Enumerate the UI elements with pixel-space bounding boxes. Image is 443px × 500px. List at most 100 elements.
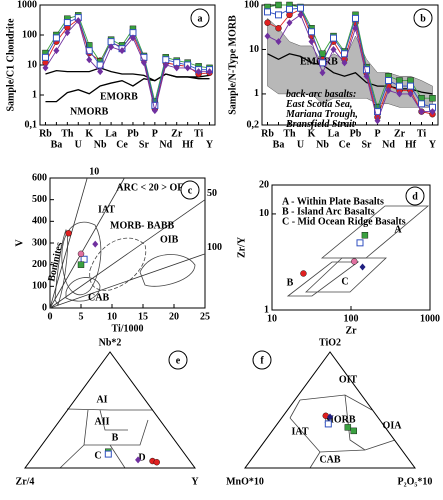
marker <box>275 11 282 19</box>
field-label: B <box>112 432 119 443</box>
y-tick-label: 100 <box>32 281 47 292</box>
y-tick-label: 0,1 <box>25 119 38 130</box>
marker <box>41 53 49 61</box>
field-line <box>109 444 126 469</box>
x-tick-label: Ba <box>273 139 285 150</box>
y-axis-title: Sample/C1 Chondrite <box>5 18 16 112</box>
series-line <box>45 19 210 111</box>
panel-label: c <box>188 185 193 196</box>
marker <box>65 230 72 237</box>
marker <box>42 64 49 72</box>
y-tick-label: 10 <box>259 208 269 219</box>
x-tick-label: Hf <box>182 139 194 150</box>
x-tick-label: Y <box>429 139 437 150</box>
marker <box>264 8 271 16</box>
apex-label: Y <box>191 476 199 487</box>
marker <box>64 29 71 37</box>
reference-line <box>45 73 210 103</box>
x-tick-label: Zr <box>394 128 406 139</box>
x-tick-label: Ce <box>116 139 128 150</box>
legend-text: C - Mid Ocean Ridge Basalts <box>282 216 406 227</box>
x-tick-label: P <box>152 128 158 139</box>
x-tick-label: Pb <box>127 128 139 139</box>
marker <box>52 34 60 42</box>
marker <box>129 34 136 42</box>
field-label: D <box>138 452 145 463</box>
marker <box>363 72 370 80</box>
marker <box>396 90 403 98</box>
legend-text: A - Within Plate Basalts <box>282 196 384 207</box>
panel-badge <box>413 8 433 28</box>
y-tick-label: 400 <box>32 216 47 227</box>
note: back-arc basalts: East Scotia Sea, Mariana… <box>285 89 358 130</box>
x-tick-label: Nb <box>94 139 107 150</box>
ratio-line <box>49 177 88 309</box>
x-tick-label: Nd <box>382 139 395 150</box>
field-outline <box>139 254 196 287</box>
y-tick-label: 1 <box>254 88 259 99</box>
field-line <box>289 399 301 419</box>
marker <box>275 38 282 46</box>
ratio-label: 100 <box>207 242 222 253</box>
field-label: C <box>94 450 101 461</box>
marker <box>327 413 333 421</box>
note-line: Mariana Trough, <box>285 109 358 120</box>
field-line <box>99 409 128 431</box>
marker <box>173 64 180 72</box>
fields-c <box>54 221 196 306</box>
x-tick-label: Rb <box>261 128 274 139</box>
field-line <box>289 417 396 453</box>
marker <box>119 47 126 55</box>
panel-badge <box>190 8 210 28</box>
marker <box>184 64 191 72</box>
field-outline <box>61 221 102 296</box>
y-tick-label: 600 <box>32 172 47 183</box>
x-tick-label: 20 <box>169 311 179 322</box>
marker <box>308 38 315 46</box>
marker <box>153 459 160 466</box>
marker <box>104 450 112 458</box>
ratio-label: 10 <box>89 166 99 177</box>
ratio-line <box>49 199 206 309</box>
marker <box>63 19 71 27</box>
x-tick-label: Hf <box>405 139 417 150</box>
x-tick-label: Y <box>206 139 214 150</box>
y-axis-title: V <box>14 239 25 247</box>
fields-d <box>286 205 430 297</box>
series-line <box>267 8 433 119</box>
x-tick-label: Rb <box>39 128 52 139</box>
marker <box>330 45 337 53</box>
marker <box>350 427 357 435</box>
field-outline <box>65 277 101 302</box>
marker <box>341 59 348 67</box>
marker <box>135 456 142 464</box>
apex-label: P₂O₅*10 <box>398 476 433 487</box>
marker <box>264 32 271 40</box>
x-tick-label: La <box>328 128 340 139</box>
y-tick-label: 100 <box>244 0 259 10</box>
series-line <box>45 14 210 102</box>
marker <box>429 95 436 102</box>
x-tick-label: Ce <box>339 139 351 150</box>
y-axis-title: Zr/Y <box>236 236 247 258</box>
series-line <box>267 7 433 114</box>
ternary-frame <box>24 351 196 469</box>
marker <box>195 68 202 76</box>
x-axis-title: Zr <box>345 325 357 336</box>
x-tick-label: 10 <box>107 311 117 322</box>
x-tick-label: 0 <box>48 311 53 322</box>
marker <box>418 108 425 116</box>
marker <box>297 4 304 12</box>
series-line <box>45 16 210 106</box>
field-label: CAB <box>319 454 340 465</box>
marker <box>140 59 147 67</box>
marker <box>361 232 369 239</box>
marker <box>80 255 88 263</box>
marker <box>151 107 158 115</box>
marker <box>319 69 326 77</box>
y-tick-label: 1 <box>264 304 269 315</box>
marker <box>206 68 213 76</box>
marker <box>286 19 293 27</box>
apex-label: TiO2 <box>319 337 341 348</box>
